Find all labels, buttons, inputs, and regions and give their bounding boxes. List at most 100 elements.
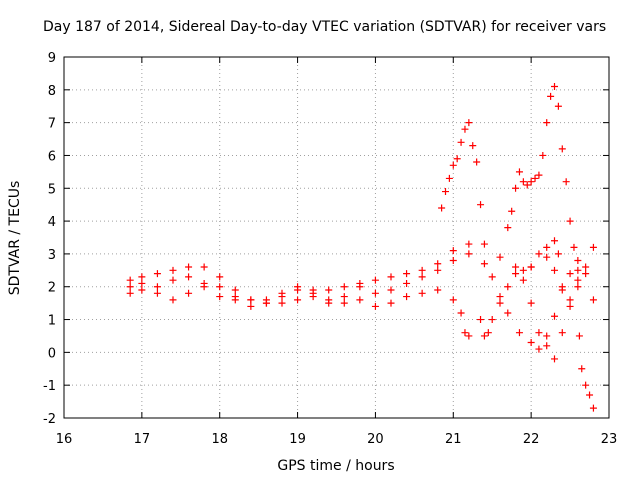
data-point	[465, 250, 473, 258]
data-point	[126, 283, 134, 291]
data-point	[496, 299, 504, 307]
data-point	[562, 178, 570, 186]
data-point	[231, 293, 239, 301]
data-point	[582, 381, 590, 389]
data-point	[216, 273, 224, 281]
data-point	[387, 273, 395, 281]
data-point	[578, 365, 586, 373]
data-point	[340, 293, 348, 301]
data-point	[387, 299, 395, 307]
data-point	[535, 345, 543, 353]
data-point	[523, 181, 531, 189]
data-point	[504, 224, 512, 232]
data-point	[566, 296, 574, 304]
data-point	[340, 299, 348, 307]
data-point	[371, 289, 379, 297]
data-point	[515, 168, 523, 176]
data-point	[575, 332, 583, 340]
data-point	[461, 125, 469, 133]
data-point	[547, 92, 555, 100]
data-point	[169, 276, 177, 284]
x-tick-label: 20	[367, 432, 384, 447]
x-tick-label: 19	[289, 432, 306, 447]
data-point	[185, 263, 193, 271]
data-point	[535, 171, 543, 179]
y-tick-label: -1	[43, 379, 56, 394]
data-point	[512, 263, 520, 271]
data-point	[216, 283, 224, 291]
data-point	[371, 302, 379, 310]
series-track-e	[504, 83, 597, 412]
data-point	[480, 332, 488, 340]
data-point	[453, 155, 461, 163]
data-point	[574, 266, 582, 274]
data-point	[185, 273, 193, 281]
data-point	[496, 293, 504, 301]
data-point	[531, 174, 539, 182]
series-track-b	[126, 273, 473, 340]
data-point	[488, 273, 496, 281]
data-point	[527, 178, 535, 186]
data-point	[558, 145, 566, 153]
data-point	[543, 342, 551, 350]
series-track-c	[126, 250, 597, 353]
data-point	[449, 296, 457, 304]
data-point	[535, 329, 543, 337]
data-point	[356, 296, 364, 304]
data-point	[387, 286, 395, 294]
data-point	[445, 174, 453, 182]
data-point	[231, 286, 239, 294]
data-point	[480, 240, 488, 248]
data-point	[200, 279, 208, 287]
data-point	[496, 253, 504, 261]
data-point	[418, 289, 426, 297]
data-point	[403, 279, 411, 287]
data-point	[570, 243, 578, 251]
y-tick-label: 6	[48, 149, 56, 164]
data-point	[519, 266, 527, 274]
data-point	[484, 329, 492, 337]
data-point	[566, 217, 574, 225]
data-point	[519, 178, 527, 186]
data-point	[153, 283, 161, 291]
y-axis-title: SDTVAR / TECUs	[7, 181, 23, 296]
data-point	[153, 289, 161, 297]
data-point	[309, 286, 317, 294]
data-point	[138, 273, 146, 281]
y-tick-label: 4	[48, 215, 56, 230]
plot-frame	[63, 56, 610, 419]
data-point	[200, 263, 208, 271]
data-point	[551, 237, 558, 245]
data-point	[434, 260, 442, 268]
data-points	[126, 83, 597, 412]
data-point	[551, 83, 558, 91]
data-point	[589, 404, 597, 412]
data-point	[126, 276, 134, 284]
data-point	[434, 266, 442, 274]
x-axis-title: GPS time / hours	[277, 458, 394, 474]
data-point	[247, 302, 255, 310]
data-point	[574, 276, 582, 284]
data-point	[247, 296, 255, 304]
data-point	[403, 270, 411, 278]
data-point	[477, 201, 485, 209]
data-point	[278, 293, 286, 301]
data-point	[512, 184, 520, 192]
data-point	[309, 293, 317, 301]
data-point	[504, 283, 512, 291]
x-tick-label: 22	[523, 432, 540, 447]
data-point	[216, 293, 224, 301]
data-point	[589, 296, 597, 304]
data-point	[465, 240, 473, 248]
data-point	[138, 286, 146, 294]
data-point	[434, 286, 442, 294]
data-point	[126, 289, 134, 297]
data-point	[543, 243, 551, 251]
data-point	[515, 329, 523, 337]
data-point	[356, 283, 364, 291]
data-point	[554, 102, 562, 110]
data-point	[294, 286, 302, 294]
data-point	[465, 332, 473, 340]
data-point	[325, 299, 333, 307]
data-point	[519, 276, 527, 284]
